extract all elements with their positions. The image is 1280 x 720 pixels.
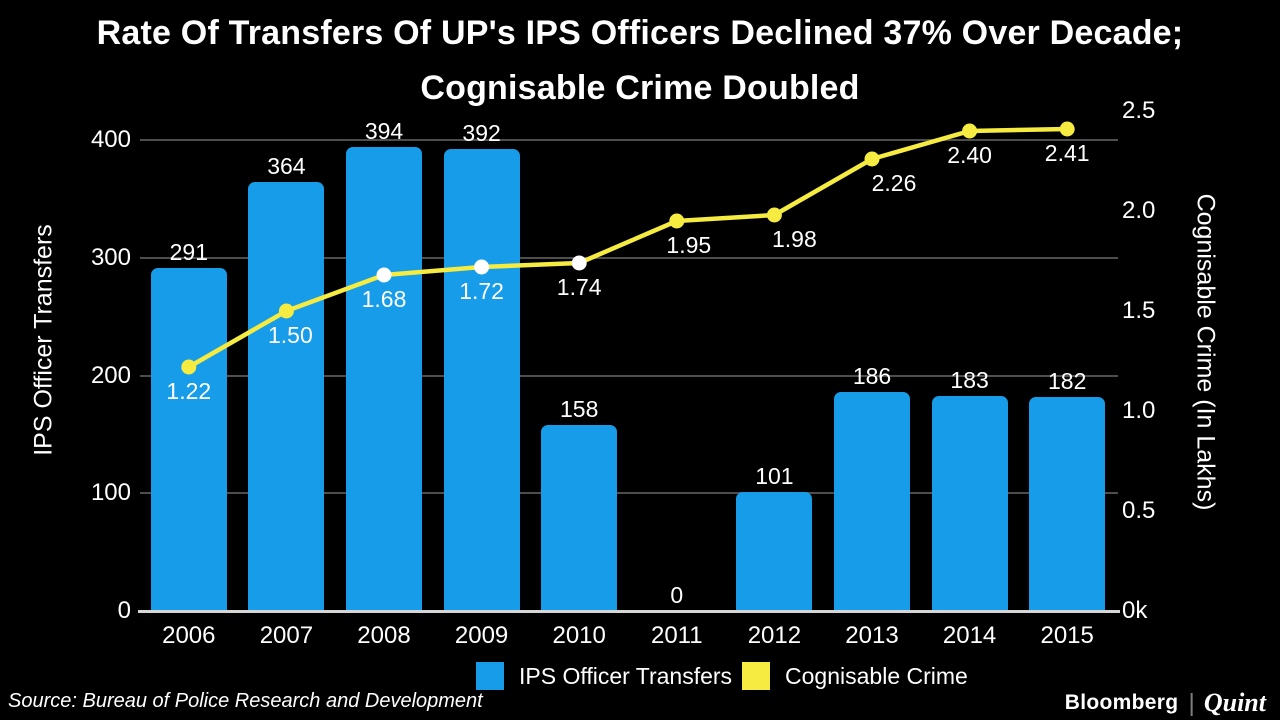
- chart-title: Rate Of Transfers Of UP's IPS Officers D…: [0, 6, 1280, 116]
- line-value-label: 1.74: [556, 274, 602, 300]
- legend-item: Cognisable Crime: [742, 662, 968, 690]
- right-axis-tick-label: 1.5: [1122, 297, 1156, 324]
- gridline: [140, 374, 1118, 377]
- line-value-label: 1.68: [361, 286, 407, 312]
- bar: [248, 182, 325, 611]
- bloomberg-quint-logo: Bloomberg | Quint: [1065, 688, 1266, 718]
- legend-item: IPS Officer Transfers: [476, 662, 732, 690]
- line-value-label: 2.40: [947, 142, 992, 168]
- bar-value-label: 392: [462, 120, 501, 147]
- bloomberg-wordmark: Bloomberg: [1064, 691, 1179, 714]
- bar-value-label: 101: [755, 463, 794, 490]
- right-axis-tick-label: 0k: [1122, 597, 1148, 624]
- right-axis-tick-label: 0.5: [1122, 497, 1156, 524]
- legend-label: Cognisable Crime: [785, 662, 968, 689]
- bar-value-label: 394: [364, 118, 404, 145]
- bar: [736, 492, 813, 611]
- legend-swatch: [476, 662, 504, 690]
- bar-value-label: 0: [670, 582, 684, 608]
- x-axis-tick-label: 2015: [1040, 622, 1094, 649]
- bar-value-label: 183: [950, 366, 989, 393]
- logo-separator: |: [1188, 688, 1195, 717]
- line-marker: [766, 207, 782, 223]
- right-axis-tick-label: 2.0: [1122, 197, 1156, 224]
- bar: [150, 268, 227, 611]
- bar-value-label: 182: [1048, 367, 1087, 394]
- left-axis-tick-label: 100: [90, 479, 131, 507]
- bar: [541, 424, 618, 611]
- bar-value-label: 291: [169, 239, 208, 266]
- line-value-label: 1.72: [459, 278, 504, 304]
- left-axis-tick-label: 200: [90, 361, 131, 389]
- line-value-label: 2.41: [1044, 140, 1090, 166]
- legend-label: IPS Officer Transfers: [519, 662, 733, 689]
- bar: [931, 395, 1008, 611]
- x-axis-tick-label: 2012: [747, 622, 802, 649]
- quint-wordmark: Quint: [1203, 688, 1266, 717]
- bar: [1029, 396, 1106, 611]
- x-axis-tick-label: 2010: [552, 622, 606, 649]
- line-value-label: 1.50: [268, 322, 313, 348]
- x-axis-tick-label: 2009: [454, 622, 509, 649]
- bar: [443, 149, 520, 611]
- x-axis-tick-label: 2011: [650, 622, 703, 649]
- bar-value-label: 364: [267, 153, 306, 180]
- chart-title-line1: Rate Of Transfers Of UP's IPS Officers D…: [96, 14, 1184, 52]
- x-axis-tick-label: 2013: [845, 622, 899, 649]
- line-value-label: 2.26: [871, 170, 917, 196]
- bar: [346, 147, 422, 611]
- x-axis-tick-label: 2006: [162, 622, 216, 649]
- x-axis-tick-label: 2008: [357, 622, 411, 649]
- legend-swatch: [742, 662, 771, 690]
- gridline: [140, 492, 1118, 495]
- x-axis-tick-label: 2014: [942, 622, 997, 649]
- line-value-label: 1.22: [166, 378, 212, 404]
- line-marker: [864, 151, 880, 167]
- line-marker: [962, 123, 978, 139]
- left-axis-tick-label: 0: [117, 597, 131, 624]
- chart-title-line2: Cognisable Crime Doubled: [420, 69, 860, 107]
- line-marker: [1059, 121, 1075, 137]
- right-axis-tick-label: 1.0: [1122, 397, 1156, 424]
- gridline: [140, 139, 1118, 141]
- line-value-label: 1.98: [772, 226, 817, 252]
- source-attribution: Source: Bureau of Police Research and De…: [8, 690, 483, 712]
- line-value-label: 1.95: [666, 232, 712, 258]
- chart-legend: IPS Officer Transfers Cognisable Crime: [476, 662, 968, 690]
- right-axis-tick-label: 2.5: [1122, 97, 1156, 124]
- x-axis-line: [138, 610, 1120, 613]
- bar-value-label: 186: [852, 362, 892, 389]
- left-axis-tick-label: 400: [90, 126, 131, 153]
- bar: [834, 391, 910, 611]
- line-marker: [669, 213, 685, 229]
- x-axis-tick-label: 2007: [259, 622, 314, 649]
- bar-value-label: 158: [560, 395, 599, 422]
- left-axis-tick-label: 300: [90, 243, 131, 271]
